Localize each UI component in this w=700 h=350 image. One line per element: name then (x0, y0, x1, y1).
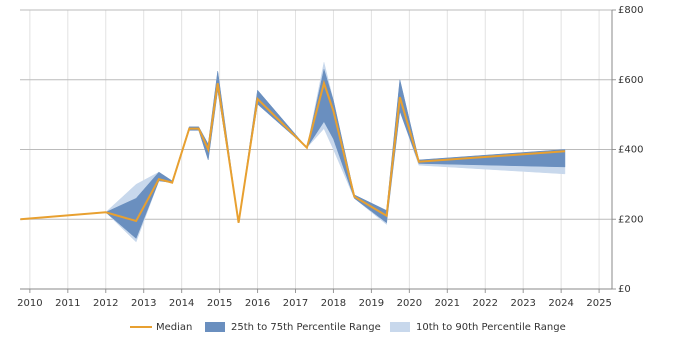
y-tick-label: £400 (618, 145, 643, 156)
x-tick-label: 2016 (245, 298, 270, 309)
y-tick-label: £800 (618, 5, 643, 16)
legend-swatch (205, 322, 225, 332)
x-tick-label: 2019 (359, 298, 384, 309)
x-tick-label: 2025 (586, 298, 611, 309)
x-tick-label: 2014 (169, 298, 194, 309)
x-tick-label: 2013 (131, 298, 156, 309)
x-tick-label: 2018 (321, 298, 346, 309)
y-tick-label: £600 (618, 75, 643, 86)
y-tick-label: £0 (618, 284, 631, 295)
percentile-band (20, 62, 566, 243)
x-tick-label: 2022 (473, 298, 498, 309)
legend-swatch (390, 322, 410, 332)
x-tick-label: 2021 (435, 298, 460, 309)
x-tick-label: 2020 (397, 298, 422, 309)
y-tick-label: £200 (618, 214, 643, 225)
x-tick-label: 2010 (17, 298, 42, 309)
x-tick-label: 2024 (548, 298, 573, 309)
x-tick-label: 2023 (510, 298, 535, 309)
legend-label: Median (156, 322, 192, 333)
legend-label: 25th to 75th Percentile Range (231, 322, 381, 333)
x-tick-label: 2011 (55, 298, 80, 309)
legend-label: 10th to 90th Percentile Range (416, 322, 566, 333)
median-line (20, 79, 566, 223)
x-tick-label: 2012 (93, 298, 118, 309)
x-tick-label: 2017 (283, 298, 308, 309)
x-tick-label: 2015 (207, 298, 232, 309)
